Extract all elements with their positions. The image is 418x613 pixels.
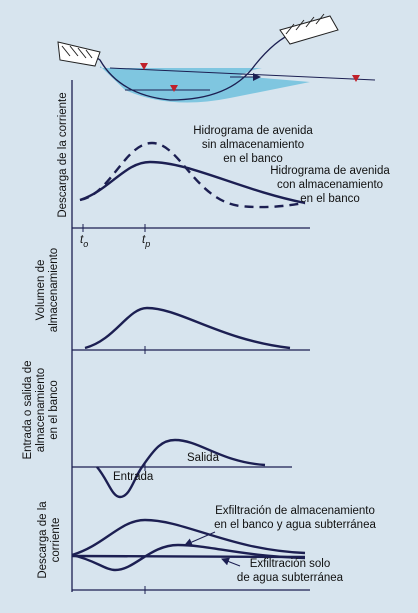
subscript: o xyxy=(83,239,88,249)
y-label: corriente xyxy=(50,518,62,563)
y-label: Entrada o salida de xyxy=(22,360,34,459)
annotation: de agua subterránea xyxy=(237,572,344,584)
bank-curve xyxy=(71,543,306,572)
annotation: en el banco y agua subterránea xyxy=(214,519,376,531)
y-label: Volumen de xyxy=(35,260,47,321)
y-label: en el banco xyxy=(48,380,60,439)
annotation: sin almacenamiento xyxy=(202,139,304,151)
y-label: almacenamiento xyxy=(35,368,47,452)
arrow xyxy=(221,557,241,567)
annotation: Exfiltración solo xyxy=(250,558,331,570)
annotation: Entrada xyxy=(113,471,154,483)
symbol: t xyxy=(142,234,146,246)
time-label: to xyxy=(80,234,88,249)
annotation: en el banco xyxy=(223,153,282,165)
arrow xyxy=(184,531,216,546)
y-label: Descarga de la corriente xyxy=(57,92,69,217)
baseflow-line xyxy=(71,554,306,559)
curve-with-storage xyxy=(79,160,306,205)
total-curve xyxy=(71,518,306,557)
annotation: con almacenamiento xyxy=(277,179,383,191)
annotation: en el banco xyxy=(300,193,359,205)
annotation: Hidrograma de avenida xyxy=(193,125,313,137)
exchange-curve xyxy=(96,438,266,499)
annotation: Salida xyxy=(187,452,220,464)
symbol: t xyxy=(80,234,84,246)
curve-without-storage xyxy=(79,141,306,209)
cross-section xyxy=(57,13,376,103)
subscript: p xyxy=(144,239,150,249)
time-label: tp xyxy=(142,234,150,249)
annotation: Exfiltración de almacenamiento xyxy=(215,505,375,517)
storage-curve xyxy=(84,306,291,350)
y-label: Descarga de la xyxy=(37,501,49,579)
y-label: almacenamiento xyxy=(48,248,60,332)
annotation: Hidrograma de avenida xyxy=(270,165,390,177)
